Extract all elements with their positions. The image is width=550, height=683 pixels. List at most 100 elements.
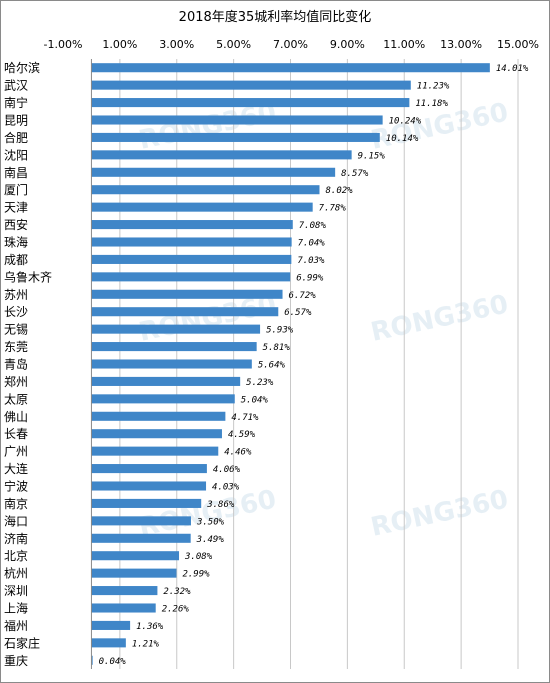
category-label: 宁波	[4, 479, 28, 494]
value-label: 1.21%	[132, 639, 160, 649]
value-label: 0.04%	[99, 657, 127, 667]
bar	[91, 551, 180, 561]
value-label: 4.59%	[228, 430, 256, 440]
watermark-text: RONG360	[368, 484, 511, 542]
category-label: 郑州	[4, 374, 28, 389]
category-label: 佛山	[4, 410, 28, 424]
value-label: 4.06%	[213, 465, 241, 475]
value-label: 5.81%	[263, 343, 291, 353]
value-label: 7.03%	[297, 256, 325, 266]
value-label: 5.93%	[266, 326, 294, 336]
value-label: 1.36%	[136, 622, 164, 632]
bar	[91, 272, 291, 282]
bar	[91, 132, 380, 142]
bar	[91, 481, 207, 491]
x-tick-label: 7.00%	[273, 38, 308, 51]
category-label: 西安	[4, 217, 28, 232]
category-labels: 哈尔滨武汉南宁昆明合肥沈阳南昌厦门天津西安珠海成都乌鲁木齐苏州长沙无锡东莞青岛郑…	[4, 60, 52, 668]
value-label: 7.08%	[299, 221, 327, 231]
bar	[91, 202, 313, 212]
x-tick-label: 13.00%	[440, 38, 482, 51]
x-tick-label: 15.00%	[497, 38, 539, 51]
bar	[91, 98, 410, 108]
bar	[91, 446, 219, 456]
value-label: 3.08%	[184, 552, 213, 562]
x-tick-label: 9.00%	[330, 38, 365, 51]
category-label: 东莞	[4, 340, 28, 354]
category-label: 深圳	[4, 584, 28, 598]
value-label: 4.03%	[212, 483, 240, 493]
x-tick-label: -1.00%	[44, 38, 83, 51]
category-label: 石家庄	[4, 635, 40, 650]
value-label: 6.99%	[296, 273, 324, 283]
value-label: 3.50%	[196, 517, 225, 527]
category-label: 广州	[4, 445, 28, 459]
bar	[91, 533, 191, 543]
bar	[91, 324, 261, 334]
category-label: 沈阳	[4, 147, 28, 162]
value-label: 4.46%	[224, 448, 252, 458]
x-tick-labels: -1.00% 1.00% 3.00% 5.00% 7.00% 9.00% 11.00% 13.…	[44, 38, 539, 51]
bar	[91, 254, 292, 264]
bar	[91, 376, 241, 386]
bar	[91, 150, 352, 160]
category-label: 天津	[4, 201, 28, 215]
value-label: 4.71%	[231, 413, 259, 423]
category-label: 武汉	[4, 79, 28, 93]
category-label: 珠海	[4, 235, 28, 250]
x-tick-label: 1.00%	[102, 38, 137, 51]
value-label: 2.32%	[163, 587, 191, 597]
value-label: 10.14%	[386, 134, 419, 144]
value-label: 8.57%	[341, 169, 369, 179]
bar	[91, 167, 336, 177]
category-label: 南宁	[4, 95, 28, 110]
value-label: 2.26%	[162, 605, 190, 615]
category-label: 济南	[4, 531, 28, 546]
value-label: 6.72%	[289, 291, 317, 301]
watermark-text: RONG360	[368, 289, 511, 347]
bar	[91, 63, 490, 73]
bar	[91, 516, 191, 526]
bar	[91, 586, 158, 596]
x-tick-label: 3.00%	[159, 38, 194, 51]
category-label: 苏州	[4, 288, 28, 302]
category-label: 杭州	[4, 566, 28, 581]
bar	[91, 237, 292, 247]
bar	[91, 342, 257, 352]
value-label: 11.18%	[415, 99, 448, 109]
value-label: 7.04%	[298, 239, 326, 249]
value-label: 2.99%	[182, 570, 210, 580]
value-label: 11.23%	[417, 82, 450, 92]
category-label: 福州	[4, 618, 28, 633]
category-label: 厦门	[4, 182, 28, 197]
category-label: 太原	[4, 391, 28, 406]
bar	[91, 429, 222, 439]
category-label: 南昌	[4, 165, 28, 180]
bar	[91, 568, 177, 578]
category-label: 重庆	[4, 654, 28, 668]
category-label: 乌鲁木齐	[4, 269, 52, 284]
bar	[91, 603, 156, 613]
bar	[91, 411, 226, 421]
category-label: 无锡	[4, 322, 28, 337]
bar	[91, 638, 126, 648]
bar	[91, 307, 279, 317]
value-label: 3.86%	[206, 500, 235, 510]
value-labels: 14.01% 11.23% 11.18% 10.24% 10.14%9.15% 8.57%…	[99, 64, 529, 667]
category-label: 合肥	[4, 130, 28, 145]
x-tick-label: 11.00%	[383, 38, 425, 51]
value-label: 6.57%	[284, 308, 312, 318]
category-label: 北京	[4, 549, 28, 563]
bar	[91, 464, 207, 474]
bar	[91, 185, 320, 195]
category-label: 哈尔滨	[4, 60, 40, 75]
x-tick-label: 5.00%	[216, 38, 251, 51]
value-label: 5.23%	[246, 378, 274, 388]
value-label: 14.01%	[496, 64, 529, 74]
bar	[91, 289, 283, 299]
category-label: 青岛	[4, 357, 28, 372]
category-label: 上海	[4, 601, 28, 616]
